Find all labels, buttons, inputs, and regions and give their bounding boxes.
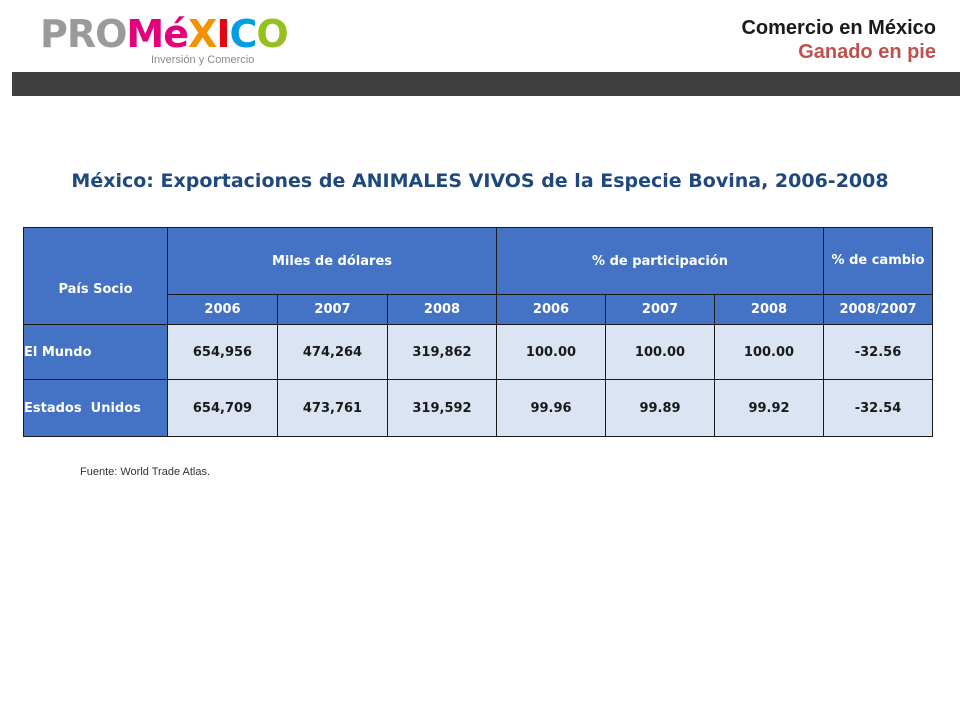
header-title: Comercio en México [741,17,936,39]
document-title: México: Exportaciones de ANIMALES VIVOS … [71,170,889,192]
exports-table: País Socio Miles de dólares % de partici… [23,227,933,437]
table-cell: 100.00 [714,324,824,380]
header-cambio: % de cambio [823,227,933,295]
source-note: Fuente: World Trade Atlas. [80,466,211,478]
header-year: 2008 [387,294,497,325]
header-miles-dolares: Miles de dólares [167,227,497,295]
table-row: Estados Unidos 654,709 473,761 319,592 9… [23,379,933,437]
table-cell: 99.89 [605,379,715,437]
table-cell: 654,956 [167,324,278,380]
row-label: Estados Unidos [23,379,168,437]
table-cell: 319,862 [387,324,497,380]
logo-o: O [256,12,288,56]
logo-i: I [216,12,230,56]
header-divider-bar [0,72,960,96]
table-cell: 100.00 [605,324,715,380]
promexico-logo: PROMéXICO Inversión y Comercio [40,14,289,70]
logo-wordmark: PROMéXICO [40,12,289,56]
header-year: 2007 [605,294,715,325]
table-cell: 100.00 [496,324,606,380]
table-row: El Mundo 654,956 474,264 319,862 100.00 … [23,324,933,380]
logo-tagline: Inversión y Comercio [151,54,255,66]
logo-x: X [188,12,217,56]
header-year: 2007 [277,294,388,325]
header-year: 2008 [714,294,824,325]
table-cell: 99.92 [714,379,824,437]
table-cell: 319,592 [387,379,497,437]
table-cell: -32.56 [823,324,933,380]
logo-pro: PRO [40,12,127,56]
header-cambio-period: 2008/2007 [823,294,933,325]
table-cell: 99.96 [496,379,606,437]
table-cell: 654,709 [167,379,278,437]
header-participacion: % de participación [496,227,824,295]
row-label: El Mundo [23,324,168,380]
table-header-row: País Socio Miles de dólares % de partici… [23,227,933,325]
logo-m: M [126,12,164,56]
header-title-block: Comercio en México Ganado en pie [741,16,936,64]
logo-c: C [229,12,257,56]
header-subtitle: Ganado en pie [798,41,936,63]
header-year: 2006 [167,294,278,325]
divider-notch [0,72,12,96]
header-year: 2006 [496,294,606,325]
table-years-row: 2006 2007 2008 2006 2007 2008 2008/2007 [24,294,933,325]
logo-e: é [163,12,189,56]
table-cell: 474,264 [277,324,388,380]
header-pais-socio: País Socio [23,227,168,325]
table-cell: 473,761 [277,379,388,437]
table-cell: -32.54 [823,379,933,437]
